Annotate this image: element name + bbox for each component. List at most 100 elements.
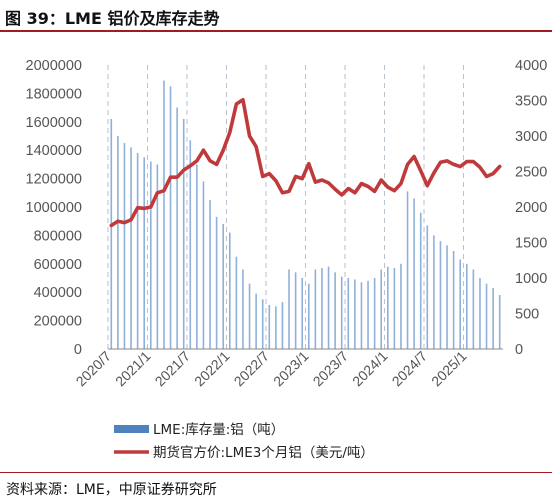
inventory-bar [367, 280, 369, 349]
inventory-bar [452, 251, 455, 349]
source-divider [0, 472, 552, 473]
inventory-bar [169, 86, 172, 350]
left-tick-label: 800000 [34, 228, 82, 244]
left-tick-label: 1600000 [26, 115, 82, 131]
x-axis-ticks: 2020/72021/12021/72022/12022/72023/12023… [73, 348, 470, 390]
left-tick-label: 1200000 [26, 172, 82, 188]
left-tick-label: 400000 [34, 285, 82, 301]
title-divider [0, 30, 552, 32]
right-tick-label: 1500 [515, 236, 547, 252]
inventory-bar [215, 216, 218, 349]
legend-bar-swatch [114, 425, 149, 433]
right-tick-label: 3000 [515, 129, 547, 145]
inventory-bar [176, 107, 178, 349]
inventory-bar [307, 283, 310, 349]
inventory-bar [492, 287, 494, 349]
inventory-bar [393, 268, 396, 349]
inventory-bar [419, 212, 422, 349]
right-tick-label: 2000 [515, 200, 547, 216]
inventory-bar [479, 278, 481, 349]
right-tick-label: 2500 [515, 165, 547, 181]
left-tick-label: 1800000 [26, 86, 82, 102]
left-tick-label: 0 [74, 342, 82, 358]
inventory-bar [281, 302, 284, 349]
inventory-bar [472, 269, 475, 349]
inventory-bar [354, 279, 356, 349]
legend: LME:库存量:铝（吨） 期货官方价:LME3个月铝（美元/吨） [114, 422, 374, 461]
chart: 0 200000 400000 600000 800000 1000000 1200000 1… [26, 58, 548, 461]
inventory-bar [255, 293, 257, 349]
figure-title: 图 39：LME 铝价及库存走势 [5, 9, 220, 28]
inventory-bar [163, 80, 165, 349]
figure-header: 图 39：LME 铝价及库存走势 [0, 0, 552, 32]
inventory-bar [235, 256, 238, 349]
inventory-bar [117, 136, 119, 349]
inventory-bar [413, 198, 415, 349]
inventory-bar [288, 269, 290, 349]
inventory-bar [347, 278, 350, 349]
x-tick-label: 2025/1 [428, 348, 470, 390]
inventory-bar [130, 147, 132, 349]
x-tick-label: 2022/1 [191, 348, 233, 390]
inventory-bar [380, 269, 383, 349]
inventory-bar [275, 306, 277, 349]
inventory-bar [498, 295, 501, 349]
right-tick-label: 3500 [515, 94, 547, 110]
inventory-bar [268, 304, 271, 349]
inventory-bar [406, 191, 409, 349]
inventory-bar [459, 259, 462, 349]
right-axis-ticks: 0 500 1000 1500 2000 2500 3000 3500 4000 [515, 58, 547, 358]
left-axis-ticks: 0 200000 400000 600000 800000 1000000 1200000 1… [26, 58, 82, 358]
inventory-bar [261, 299, 264, 349]
inventory-bar [156, 164, 159, 349]
inventory-bar [149, 161, 152, 349]
inventory-bar [222, 224, 225, 349]
inventory-bar [294, 272, 297, 349]
inventory-bar [228, 232, 231, 349]
x-tick-label: 2024/1 [349, 348, 391, 390]
right-tick-label: 4000 [515, 58, 547, 74]
inventory-bar [465, 263, 468, 349]
inventory-bar [110, 118, 113, 350]
left-tick-label: 1000000 [26, 200, 82, 216]
inventory-bar [439, 241, 442, 349]
right-tick-label: 0 [515, 342, 523, 358]
inventory-bar [189, 140, 192, 349]
inventory-bar [334, 272, 336, 349]
inventory-bar [446, 245, 448, 349]
inventory-bar [340, 276, 343, 349]
inventory-bar [202, 181, 205, 349]
x-tick-label: 2023/1 [270, 348, 312, 390]
inventory-bar [321, 268, 323, 349]
inventory-bar [182, 118, 185, 350]
inventory-bars [110, 80, 501, 350]
vertical-gridlines [107, 65, 464, 349]
inventory-bar [400, 263, 402, 349]
right-tick-label: 1000 [515, 271, 547, 287]
x-tick-label: 2023/7 [310, 348, 352, 390]
inventory-bar [196, 164, 198, 349]
left-tick-label: 200000 [34, 314, 82, 330]
left-tick-label: 2000000 [26, 58, 82, 74]
inventory-bar [248, 283, 251, 349]
inventory-bar [433, 235, 435, 349]
inventory-bar [327, 266, 330, 349]
inventory-bar [301, 278, 304, 349]
inventory-bar [143, 157, 146, 349]
inventory-bar [123, 143, 126, 349]
source-note: 资料来源：LME，中原证券研究所 [6, 482, 217, 498]
inventory-bar [373, 278, 376, 349]
price-line [109, 97, 502, 228]
right-tick-label: 500 [515, 307, 539, 323]
inventory-bar [314, 269, 317, 349]
x-tick-label: 2022/7 [231, 348, 273, 390]
inventory-bar [209, 199, 211, 349]
x-tick-label: 2021/1 [112, 348, 154, 390]
left-tick-label: 1400000 [26, 143, 82, 159]
x-tick-label: 2024/7 [389, 348, 431, 390]
inventory-bar [360, 282, 363, 349]
inventory-bar [426, 225, 429, 349]
legend-line-label: 期货官方价:LME3个月铝（美元/吨） [153, 444, 374, 461]
inventory-bar [485, 283, 488, 349]
legend-bar-label: LME:库存量:铝（吨） [153, 422, 284, 438]
